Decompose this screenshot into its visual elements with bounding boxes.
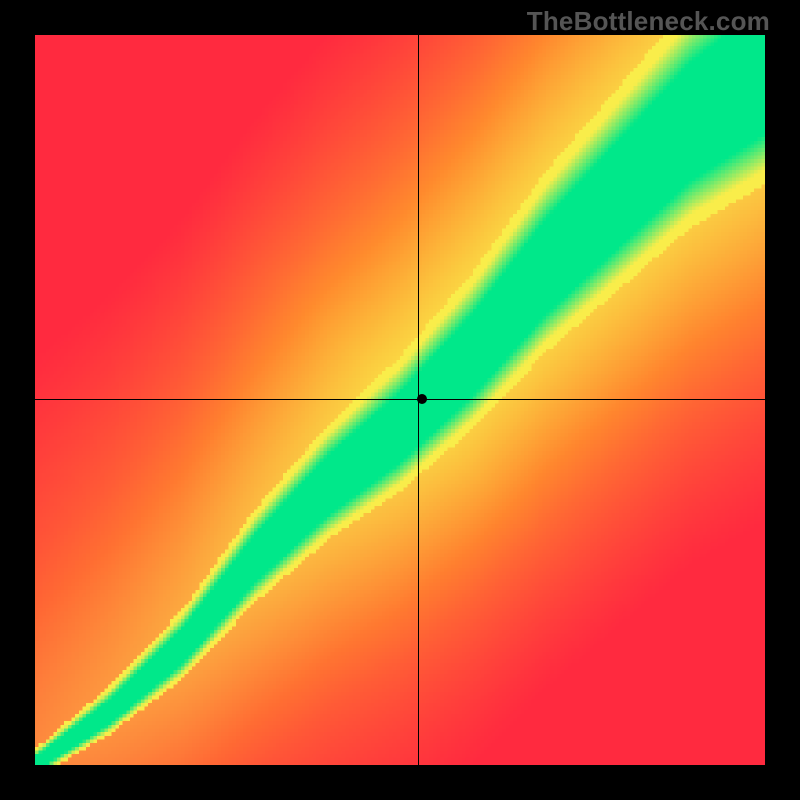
watermark-text: TheBottleneck.com xyxy=(527,6,770,37)
operating-point-marker xyxy=(417,394,427,404)
crosshair-horizontal xyxy=(35,399,765,400)
bottleneck-heatmap xyxy=(35,35,765,765)
chart-frame: TheBottleneck.com xyxy=(0,0,800,800)
